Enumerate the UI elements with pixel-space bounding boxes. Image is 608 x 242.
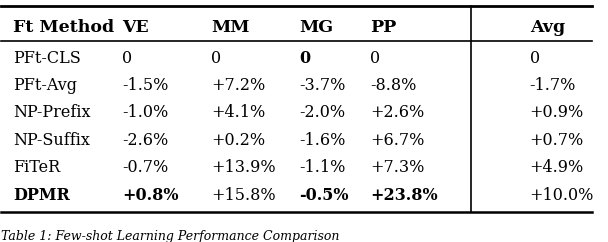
Text: Table 1: Few-shot Learning Performance Comparison: Table 1: Few-shot Learning Performance C…: [1, 230, 340, 242]
Text: NP-Prefix: NP-Prefix: [13, 105, 91, 121]
Text: +6.7%: +6.7%: [370, 132, 425, 149]
Text: +0.8%: +0.8%: [122, 187, 179, 204]
Text: MG: MG: [300, 19, 334, 36]
Text: 0: 0: [370, 50, 381, 67]
Text: -8.8%: -8.8%: [370, 77, 416, 94]
Text: -1.6%: -1.6%: [300, 132, 346, 149]
Text: -0.5%: -0.5%: [300, 187, 349, 204]
Text: DPMR: DPMR: [13, 187, 70, 204]
Text: +10.0%: +10.0%: [530, 187, 594, 204]
Text: +4.1%: +4.1%: [211, 105, 265, 121]
Text: +0.2%: +0.2%: [211, 132, 265, 149]
Text: -2.6%: -2.6%: [122, 132, 168, 149]
Text: +7.3%: +7.3%: [370, 159, 425, 176]
Text: -2.0%: -2.0%: [300, 105, 345, 121]
Text: -0.7%: -0.7%: [122, 159, 168, 176]
Text: -1.0%: -1.0%: [122, 105, 168, 121]
Text: PFt-Avg: PFt-Avg: [13, 77, 77, 94]
Text: PFt-CLS: PFt-CLS: [13, 50, 81, 67]
Text: -1.7%: -1.7%: [530, 77, 576, 94]
Text: FiTeR: FiTeR: [13, 159, 60, 176]
Text: PP: PP: [370, 19, 396, 36]
Text: +0.7%: +0.7%: [530, 132, 584, 149]
Text: -3.7%: -3.7%: [300, 77, 346, 94]
Text: 0: 0: [300, 50, 311, 67]
Text: +2.6%: +2.6%: [370, 105, 424, 121]
Text: Avg: Avg: [530, 19, 565, 36]
Text: -1.1%: -1.1%: [300, 159, 346, 176]
Text: 0: 0: [530, 50, 540, 67]
Text: +7.2%: +7.2%: [211, 77, 265, 94]
Text: MM: MM: [211, 19, 249, 36]
Text: VE: VE: [122, 19, 149, 36]
Text: +15.8%: +15.8%: [211, 187, 275, 204]
Text: +4.9%: +4.9%: [530, 159, 584, 176]
Text: +13.9%: +13.9%: [211, 159, 275, 176]
Text: 0: 0: [211, 50, 221, 67]
Text: -1.5%: -1.5%: [122, 77, 169, 94]
Text: +23.8%: +23.8%: [370, 187, 438, 204]
Text: +0.9%: +0.9%: [530, 105, 584, 121]
Text: Ft Method: Ft Method: [13, 19, 114, 36]
Text: NP-Suffix: NP-Suffix: [13, 132, 90, 149]
Text: 0: 0: [122, 50, 133, 67]
